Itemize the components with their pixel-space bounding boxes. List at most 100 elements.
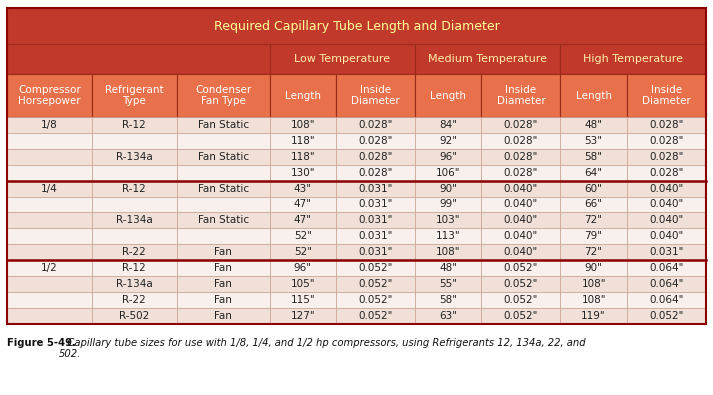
Text: 0.028": 0.028" bbox=[649, 120, 684, 130]
Bar bbox=[177, 228, 270, 244]
Text: 48": 48" bbox=[439, 263, 457, 273]
Bar bbox=[627, 181, 706, 197]
Text: 0.028": 0.028" bbox=[359, 152, 393, 162]
Bar bbox=[481, 197, 560, 213]
Text: 0.028": 0.028" bbox=[503, 120, 538, 130]
Bar bbox=[627, 260, 706, 276]
Text: 84": 84" bbox=[439, 120, 457, 130]
Bar bbox=[560, 149, 627, 165]
Text: Medium Temperature: Medium Temperature bbox=[429, 54, 548, 64]
Bar bbox=[560, 244, 627, 260]
Text: Fan Static: Fan Static bbox=[198, 215, 249, 226]
Text: 108": 108" bbox=[436, 247, 461, 257]
Bar bbox=[560, 181, 627, 197]
Bar bbox=[627, 117, 706, 133]
Bar bbox=[481, 276, 560, 292]
Bar bbox=[481, 74, 560, 117]
Text: 0.040": 0.040" bbox=[504, 231, 538, 241]
Bar bbox=[481, 117, 560, 133]
Bar bbox=[92, 74, 177, 117]
Text: 0.028": 0.028" bbox=[359, 167, 393, 178]
Text: 0.031": 0.031" bbox=[359, 184, 393, 194]
Text: 0.052": 0.052" bbox=[503, 311, 538, 321]
Text: 1/4: 1/4 bbox=[41, 184, 58, 194]
Bar bbox=[92, 213, 177, 228]
Bar bbox=[92, 292, 177, 308]
Bar bbox=[92, 276, 177, 292]
Text: Inside
Diameter: Inside Diameter bbox=[351, 85, 400, 106]
Bar bbox=[560, 213, 627, 228]
Bar bbox=[481, 133, 560, 149]
Text: 0.040": 0.040" bbox=[504, 215, 538, 226]
Bar bbox=[481, 149, 560, 165]
Text: 52": 52" bbox=[294, 247, 312, 257]
Bar bbox=[177, 181, 270, 197]
Text: 0.028": 0.028" bbox=[359, 136, 393, 146]
Text: 118": 118" bbox=[290, 152, 315, 162]
Bar bbox=[177, 213, 270, 228]
Text: 0.064": 0.064" bbox=[649, 295, 684, 305]
Text: 119": 119" bbox=[581, 311, 606, 321]
Bar bbox=[415, 292, 481, 308]
Bar bbox=[415, 165, 481, 181]
Text: 52": 52" bbox=[294, 231, 312, 241]
Bar bbox=[7, 8, 706, 44]
Bar bbox=[177, 74, 270, 117]
Bar bbox=[270, 149, 336, 165]
Text: Low Temperature: Low Temperature bbox=[294, 54, 391, 64]
Bar bbox=[7, 244, 92, 260]
Text: 60": 60" bbox=[585, 184, 602, 194]
Text: 72": 72" bbox=[585, 215, 602, 226]
Text: 0.031": 0.031" bbox=[359, 199, 393, 209]
Text: 92": 92" bbox=[439, 136, 457, 146]
Text: Inside
Diameter: Inside Diameter bbox=[642, 85, 691, 106]
Bar bbox=[560, 133, 627, 149]
Bar bbox=[177, 260, 270, 276]
Bar bbox=[560, 276, 627, 292]
Bar bbox=[177, 149, 270, 165]
Text: 55": 55" bbox=[439, 279, 457, 289]
Text: Fan Static: Fan Static bbox=[198, 184, 249, 194]
Bar bbox=[92, 133, 177, 149]
Bar bbox=[336, 133, 415, 149]
Bar bbox=[270, 197, 336, 213]
Text: 48": 48" bbox=[585, 120, 602, 130]
Text: 0.064": 0.064" bbox=[649, 263, 684, 273]
Bar bbox=[7, 181, 92, 197]
Text: 66": 66" bbox=[585, 199, 602, 209]
Bar bbox=[415, 276, 481, 292]
Text: 0.052": 0.052" bbox=[503, 263, 538, 273]
Bar bbox=[177, 133, 270, 149]
Bar bbox=[415, 213, 481, 228]
Bar bbox=[177, 165, 270, 181]
Text: 72": 72" bbox=[585, 247, 602, 257]
Text: 0.028": 0.028" bbox=[503, 167, 538, 178]
Bar bbox=[336, 165, 415, 181]
Bar bbox=[627, 276, 706, 292]
Bar bbox=[336, 244, 415, 260]
Text: 43": 43" bbox=[294, 184, 312, 194]
Bar bbox=[336, 276, 415, 292]
Bar bbox=[415, 74, 481, 117]
Bar bbox=[7, 260, 92, 276]
Bar bbox=[481, 308, 560, 324]
Text: 118": 118" bbox=[290, 136, 315, 146]
Text: R-12: R-12 bbox=[123, 184, 146, 194]
Bar bbox=[92, 149, 177, 165]
Bar bbox=[177, 276, 270, 292]
Text: R-134a: R-134a bbox=[116, 152, 153, 162]
Text: R-12: R-12 bbox=[123, 120, 146, 130]
Bar bbox=[336, 260, 415, 276]
Text: R-22: R-22 bbox=[123, 247, 146, 257]
Text: 53": 53" bbox=[585, 136, 602, 146]
Bar bbox=[92, 197, 177, 213]
Bar bbox=[415, 260, 481, 276]
Text: 106": 106" bbox=[436, 167, 461, 178]
Bar bbox=[7, 44, 270, 74]
Text: Capillary tube sizes for use with 1/8, 1/4, and 1/2 hp compressors, using Refrig: Capillary tube sizes for use with 1/8, 1… bbox=[58, 338, 586, 359]
Text: 1/2: 1/2 bbox=[41, 263, 58, 273]
Bar bbox=[177, 197, 270, 213]
Bar bbox=[270, 165, 336, 181]
Bar bbox=[7, 197, 92, 213]
Text: 58": 58" bbox=[439, 295, 457, 305]
